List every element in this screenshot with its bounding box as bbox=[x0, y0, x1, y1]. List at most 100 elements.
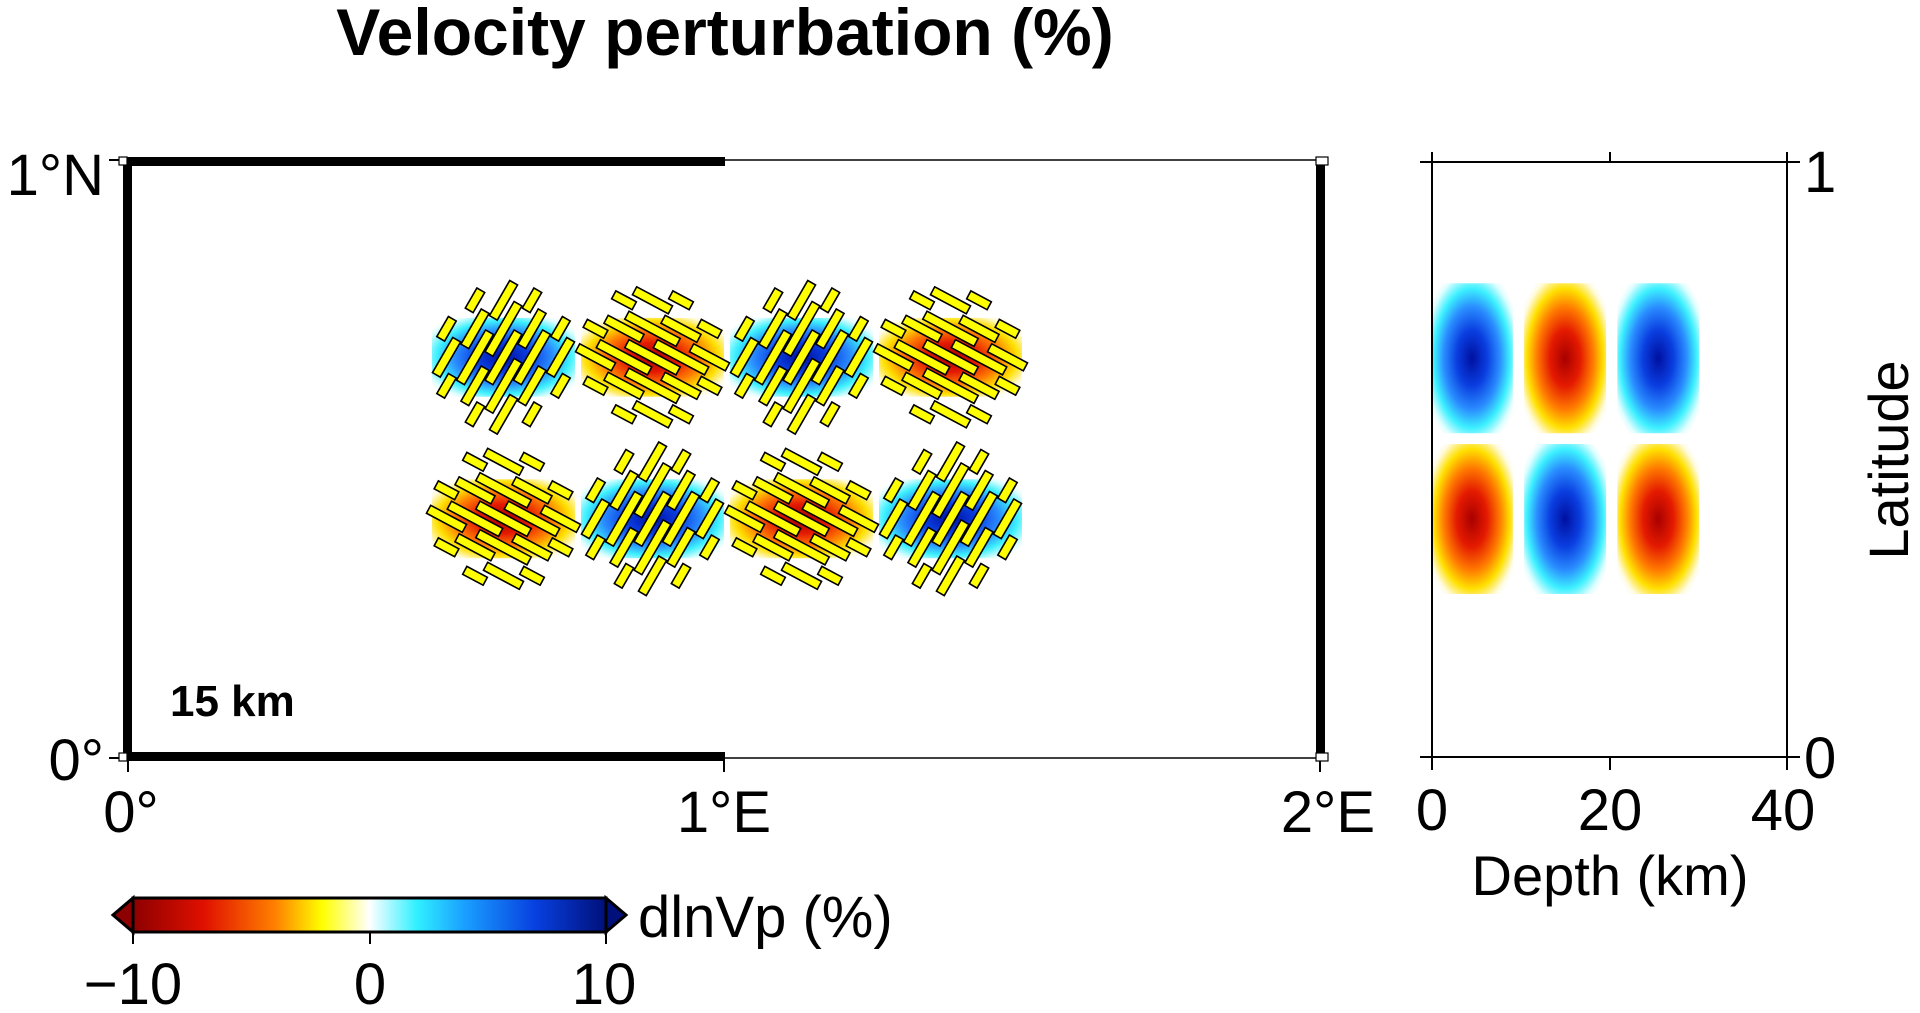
anisotropy-bar-1-3-10 bbox=[931, 490, 970, 548]
anisotropy-bar-1-1-8 bbox=[637, 440, 668, 483]
anisotropy-bar-0-0-14 bbox=[516, 307, 548, 350]
anisotropy-bar-0-3-20 bbox=[994, 375, 1021, 397]
anisotropy-bar-0-3-16 bbox=[957, 371, 1001, 401]
colorbar-label: dlnVp (%) bbox=[638, 885, 893, 950]
anisotropy-bar-1-0-9 bbox=[474, 471, 533, 509]
anisotropy-bar-0-2-8 bbox=[786, 279, 817, 322]
anisotropy-bar-1-0-5 bbox=[446, 500, 504, 538]
map-corner-tr bbox=[1315, 156, 1329, 166]
anisotropy-bar-1-1-16 bbox=[665, 526, 697, 569]
anisotropy-bar-1-2-15 bbox=[801, 500, 859, 538]
anisotropy-bar-0-3-1 bbox=[872, 342, 915, 372]
anisotropy-bar-0-2-14 bbox=[814, 307, 846, 350]
anisotropy-bar-1-1-15 bbox=[661, 490, 701, 548]
anisotropy-bar-0-0-19 bbox=[545, 336, 576, 379]
anisotropy-bar-0-0-17 bbox=[521, 400, 543, 428]
map-corner-br bbox=[1315, 752, 1329, 762]
section-anomaly-fast-0-2 bbox=[1617, 283, 1700, 434]
anisotropy-bar-1-0-20 bbox=[547, 536, 574, 558]
anisotropy-bar-0-0-12 bbox=[488, 393, 519, 436]
anisotropy-bar-0-0-20 bbox=[549, 372, 572, 400]
anisotropy-bar-0-1-20 bbox=[696, 375, 723, 397]
anisotropy-bar-0-2-12 bbox=[786, 393, 817, 436]
anisotropy-bar-0-1-12 bbox=[631, 399, 674, 429]
anisotropy-bar-1-2-14 bbox=[808, 475, 852, 505]
anisotropy-bar-1-1-5 bbox=[604, 490, 644, 548]
anisotropy-bar-0-2-20 bbox=[847, 372, 870, 400]
anisotropy-bar-0-0-9 bbox=[484, 300, 523, 358]
anisotropy-bar-1-1-11 bbox=[633, 518, 672, 576]
anisotropy-bar-0-2-2 bbox=[733, 372, 756, 400]
anisotropy-bar-1-3-2 bbox=[882, 533, 905, 561]
anisotropy-bar-1-1-13 bbox=[670, 448, 692, 476]
anisotropy-bar-0-2-15 bbox=[810, 328, 850, 386]
anisotropy-bar-1-2-6 bbox=[751, 532, 795, 562]
anisotropy-bar-1-3-16 bbox=[963, 526, 995, 569]
anisotropy-bar-1-0-1 bbox=[425, 504, 468, 534]
map-anisotropy-bars bbox=[425, 279, 1029, 597]
anisotropy-bar-0-2-13 bbox=[819, 286, 841, 314]
anisotropy-bar-0-2-9 bbox=[782, 300, 821, 358]
anisotropy-bar-1-0-14 bbox=[510, 475, 554, 505]
anisotropy-bar-0-3-12 bbox=[929, 399, 972, 429]
anisotropy-bar-1-2-1 bbox=[723, 504, 766, 534]
anisotropy-bar-0-1-6 bbox=[602, 371, 646, 401]
anisotropy-bar-1-2-19 bbox=[837, 504, 880, 534]
anisotropy-bar-0-0-8 bbox=[488, 279, 519, 322]
anisotropy-bar-0-2-17 bbox=[819, 400, 841, 428]
anisotropy-bar-0-3-11 bbox=[921, 367, 980, 405]
anisotropy-bar-0-3-9 bbox=[921, 310, 980, 348]
map-y-tick-label-1: 1°N bbox=[7, 143, 104, 208]
colorbar-gradient bbox=[131, 896, 608, 934]
anisotropy-bar-1-1-12 bbox=[637, 554, 668, 597]
anisotropy-bar-0-3-2 bbox=[880, 375, 907, 397]
anisotropy-bar-0-1-18 bbox=[696, 318, 723, 340]
anisotropy-bar-0-1-4 bbox=[602, 314, 646, 344]
anisotropy-bar-1-1-20 bbox=[698, 533, 721, 561]
anisotropy-bar-0-3-6 bbox=[900, 371, 944, 401]
anisotropy-bar-0-1-8 bbox=[631, 285, 674, 315]
anisotropy-bar-1-1-9 bbox=[633, 461, 672, 519]
anisotropy-bar-1-3-7 bbox=[911, 562, 933, 590]
anisotropy-bar-1-0-18 bbox=[547, 479, 574, 501]
section-anomaly-slow-1-0 bbox=[1432, 444, 1513, 594]
anisotropy-bar-0-0-4 bbox=[459, 307, 491, 350]
anisotropy-bar-0-0-1 bbox=[431, 336, 462, 379]
anisotropy-bar-0-1-3 bbox=[610, 289, 638, 311]
anisotropy-bar-0-2-6 bbox=[757, 364, 789, 407]
anisotropy-bar-0-3-3 bbox=[908, 289, 936, 311]
anisotropy-bar-1-3-0 bbox=[882, 476, 905, 504]
anisotropy-bar-1-3-18 bbox=[996, 476, 1019, 504]
map-x-tick-label-0: 0° bbox=[103, 780, 158, 845]
anisotropy-bar-0-3-17 bbox=[965, 403, 993, 425]
anisotropy-bar-0-0-13 bbox=[521, 286, 543, 314]
anisotropy-bar-1-2-0 bbox=[731, 479, 758, 501]
anisotropy-bar-0-2-11 bbox=[782, 357, 821, 415]
anisotropy-bar-0-0-6 bbox=[459, 364, 491, 407]
anisotropy-bar-0-2-16 bbox=[814, 364, 846, 407]
anisotropy-bar-0-1-17 bbox=[667, 403, 695, 425]
map-panel: 0° 1°E 2°E 0° 1°N 15 km bbox=[7, 143, 1375, 845]
section-y-axis-title: Latitude bbox=[1857, 360, 1920, 559]
map-frame-background bbox=[108, 160, 1323, 758]
anisotropy-bar-0-2-18 bbox=[847, 315, 870, 343]
map-border-bottom-segment bbox=[123, 752, 725, 761]
anisotropy-bar-1-2-12 bbox=[780, 561, 823, 591]
anisotropy-bar-1-2-3 bbox=[759, 451, 787, 473]
anisotropy-bar-1-0-6 bbox=[453, 532, 497, 562]
anisotropy-bar-1-2-16 bbox=[808, 532, 852, 562]
colorbar: −10 0 10 dlnVp (%) bbox=[84, 885, 893, 1013]
section-y-tick-label-1: 1 bbox=[1804, 140, 1836, 205]
anisotropy-bar-1-2-9 bbox=[772, 471, 831, 509]
anisotropy-bar-0-2-5 bbox=[753, 328, 793, 386]
anisotropy-bar-0-1-10 bbox=[623, 338, 682, 376]
section-x-tick-label-2: 40 bbox=[1751, 778, 1816, 843]
anisotropy-bar-1-0-7 bbox=[461, 565, 489, 587]
map-y-tick-label-0: 0° bbox=[49, 728, 104, 793]
anisotropy-bar-0-3-7 bbox=[908, 403, 936, 425]
anisotropy-bar-1-3-12 bbox=[935, 554, 966, 597]
anisotropy-bar-0-1-1 bbox=[574, 342, 617, 372]
anisotropy-bar-0-1-7 bbox=[610, 403, 638, 425]
section-anomalies bbox=[1432, 283, 1700, 594]
